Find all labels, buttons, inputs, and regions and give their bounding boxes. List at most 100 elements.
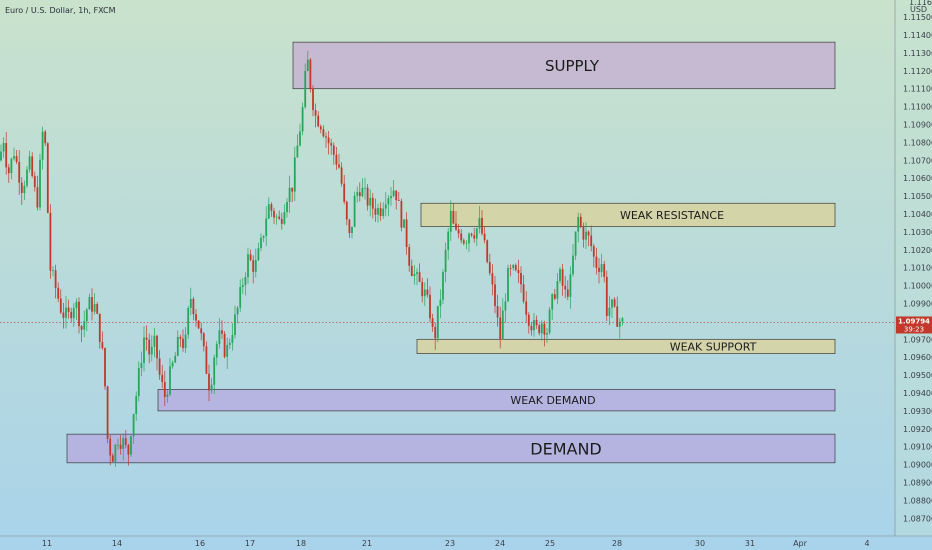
candle-body bbox=[31, 156, 34, 176]
y-tick-label: 1.10200 bbox=[903, 246, 932, 255]
candle-body bbox=[213, 357, 216, 385]
weak-demand-zone[interactable] bbox=[157, 389, 836, 412]
candle-body bbox=[343, 183, 346, 202]
candle-body bbox=[140, 362, 143, 369]
y-tick-label: 1.11000 bbox=[903, 103, 932, 112]
candle-body bbox=[457, 229, 460, 234]
candle-body bbox=[514, 265, 517, 270]
candle-body bbox=[306, 59, 309, 71]
candle-body bbox=[158, 358, 161, 375]
candle-body bbox=[85, 309, 88, 322]
candle-body bbox=[418, 272, 421, 282]
candle-body bbox=[278, 216, 281, 219]
candle-body bbox=[525, 301, 528, 315]
supply-zone[interactable] bbox=[292, 41, 836, 90]
candle-body bbox=[520, 272, 522, 285]
candle-body bbox=[46, 143, 49, 213]
candle-body bbox=[616, 306, 619, 327]
y-tick-label: 1.08900 bbox=[903, 479, 932, 488]
candle-body bbox=[574, 231, 577, 256]
candle-body bbox=[423, 289, 426, 297]
candle-body bbox=[174, 355, 177, 363]
candle-body bbox=[322, 129, 325, 137]
weak-support-zone[interactable] bbox=[416, 338, 836, 354]
candle-body bbox=[254, 260, 257, 272]
candle-body bbox=[301, 107, 304, 132]
candle-body bbox=[137, 368, 140, 397]
candle-body bbox=[156, 335, 158, 359]
candle-body bbox=[241, 284, 244, 288]
candle-body bbox=[70, 311, 73, 319]
candle-body bbox=[218, 330, 221, 344]
candle-body bbox=[299, 131, 301, 146]
x-tick-labels: 11 14 16 17 18 21 23 24 25 28 30 31 Apr 4 bbox=[42, 539, 870, 548]
candle-body bbox=[28, 156, 31, 170]
candle-body bbox=[189, 298, 192, 308]
candle-body bbox=[517, 269, 520, 273]
candle-body bbox=[483, 233, 486, 241]
candle-body bbox=[605, 276, 608, 316]
x-tick-label: 17 bbox=[245, 539, 255, 548]
price-axis[interactable] bbox=[895, 0, 932, 536]
candle-body bbox=[166, 394, 169, 397]
y-tick-label: 1.11100 bbox=[903, 85, 932, 94]
candle-body bbox=[293, 157, 296, 192]
x-tick-label: 4 bbox=[864, 539, 869, 548]
candle-body bbox=[390, 196, 392, 199]
candle-body bbox=[270, 204, 273, 211]
y-tick-label: 1.08700 bbox=[903, 514, 932, 523]
candle-body bbox=[192, 298, 195, 315]
demand-zone[interactable] bbox=[66, 433, 836, 464]
candle-body bbox=[444, 249, 447, 272]
candle-body bbox=[44, 131, 47, 144]
candle-body bbox=[455, 223, 457, 230]
candle-body bbox=[247, 254, 249, 278]
candle-body bbox=[618, 321, 621, 327]
candle-body bbox=[598, 267, 600, 272]
candle-body bbox=[169, 366, 171, 395]
candle-body bbox=[452, 210, 455, 224]
candle-body bbox=[88, 297, 91, 310]
weak-resistance-zone[interactable] bbox=[420, 202, 836, 227]
candle-body bbox=[15, 156, 18, 162]
candle-body bbox=[561, 269, 564, 286]
candle-body bbox=[260, 237, 262, 249]
candle-body bbox=[249, 254, 252, 261]
candle-body bbox=[171, 362, 174, 367]
candle-body bbox=[244, 277, 247, 285]
candle-body bbox=[522, 284, 525, 302]
candle-body bbox=[0, 151, 2, 161]
candle-body bbox=[49, 212, 52, 271]
candle-body bbox=[80, 326, 83, 330]
candle-body bbox=[104, 348, 106, 387]
candle-body bbox=[436, 305, 439, 339]
candle-body bbox=[62, 312, 65, 318]
y-tick-label: 1.10000 bbox=[903, 282, 932, 291]
candle-body bbox=[309, 59, 312, 89]
candle-body bbox=[221, 330, 223, 334]
x-tick-label: 11 bbox=[42, 539, 52, 548]
candle-body bbox=[397, 200, 400, 201]
y-tick-label: 1.08800 bbox=[903, 496, 932, 505]
x-tick-label: 25 bbox=[545, 539, 555, 548]
candle-body bbox=[5, 142, 8, 168]
candle-body bbox=[543, 323, 546, 335]
candle-body bbox=[338, 164, 340, 168]
candle-body bbox=[364, 187, 366, 189]
candle-body bbox=[148, 339, 151, 355]
candle-body bbox=[226, 344, 229, 357]
candle-body bbox=[18, 161, 21, 183]
candle-body bbox=[512, 265, 515, 269]
candles-layer bbox=[0, 50, 624, 467]
candle-body bbox=[312, 88, 314, 111]
x-tick-label: 14 bbox=[112, 539, 122, 548]
candle-body bbox=[54, 270, 57, 288]
y-tick-labels: 1.11600USD1.11500 1.11400 1.11300 1.11200 1.… bbox=[903, 0, 932, 523]
candle-body bbox=[265, 218, 268, 236]
x-tick-label: 31 bbox=[745, 539, 755, 548]
candle-body bbox=[91, 297, 93, 312]
time-axis[interactable] bbox=[0, 536, 932, 550]
candle-body bbox=[124, 438, 127, 445]
